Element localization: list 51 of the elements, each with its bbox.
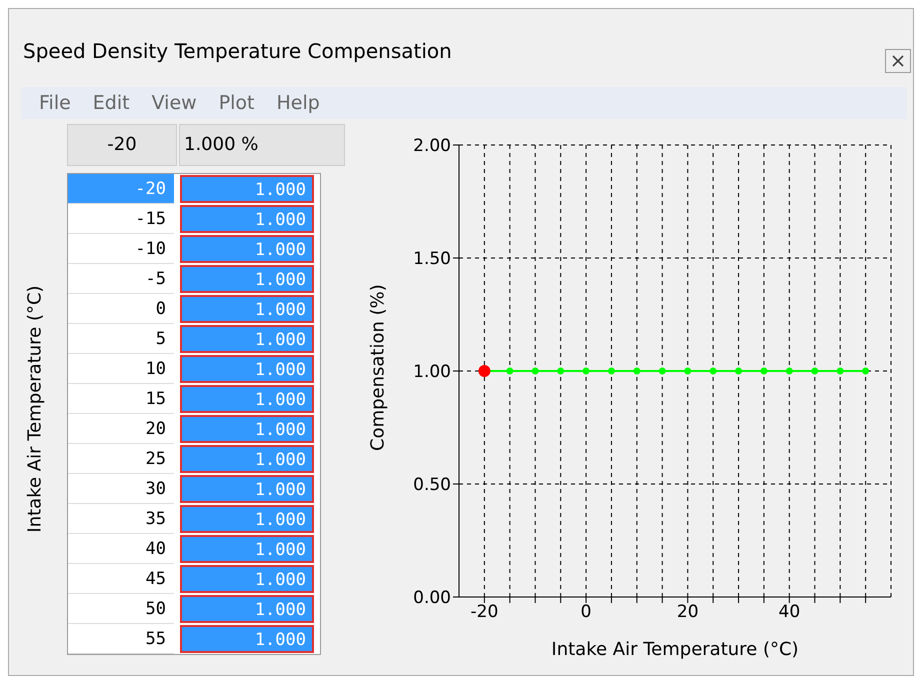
data-label: 1.000 [180, 175, 314, 203]
y-tick-label: 5 [68, 324, 174, 354]
y-tick-label: 1.50 [413, 249, 451, 270]
y-tick-label: -10 [68, 234, 174, 264]
y-tick-label: 0.00 [413, 588, 451, 608]
y-tick-label: 20 [68, 414, 174, 444]
y-tick-label: 40 [68, 534, 174, 564]
y-tick-label: 50 [68, 594, 174, 624]
y-tick-label: 10 [68, 354, 174, 384]
data-label: 1.000 [180, 325, 314, 353]
y-tick-label: 55 [68, 624, 174, 654]
y-tick-label: 35 [68, 504, 174, 534]
y-tick-label: 25 [68, 444, 174, 474]
x-tick-label: 40 [778, 602, 800, 622]
data-label: 1.000 [180, 385, 314, 413]
x-tick-label: 20 [676, 602, 699, 622]
data-label: 1.000 [180, 355, 314, 383]
text: File [39, 92, 71, 114]
y-tick-label: 0 [68, 294, 174, 324]
data-label: 1.000 [180, 445, 314, 473]
text: Plot [218, 92, 254, 114]
data-label: 1.000 [180, 415, 314, 443]
data-label: 1.000 [180, 265, 314, 293]
y-tick-label: 30 [68, 474, 174, 504]
y-tick-label: 45 [68, 564, 174, 594]
y-tick-label: -15 [68, 204, 174, 234]
text: Edit [92, 92, 130, 114]
text: View [152, 92, 197, 114]
x-axis-title: Intake Air Temperature (°C) [551, 639, 799, 660]
y-tick-label: 15 [68, 384, 174, 414]
y-tick-label: 2.00 [413, 136, 451, 156]
text: 1.000 % [179, 124, 345, 166]
x-tick-label: -20 [470, 602, 498, 622]
text: Help [276, 92, 320, 114]
data-label: 1.000 [180, 535, 314, 563]
data-label: 1.000 [180, 625, 314, 653]
data-label: 1.000 [180, 235, 314, 263]
x-tick-label: 0 [580, 602, 592, 622]
data-label: 1.000 [180, 475, 314, 503]
data-label: 1.000 [180, 595, 314, 623]
text: Speed Density Temperature Compensation [23, 39, 452, 63]
data-label: 1.000 [180, 505, 314, 533]
y-tick-label: 1.00 [413, 362, 451, 382]
y-axis-title: Compensation (%) [367, 284, 388, 451]
y-tick-label: 0.50 [413, 475, 451, 496]
y-tick-label: -20 [68, 174, 174, 204]
y-axis-title: Intake Air Temperature (°C) [24, 285, 46, 533]
data-label: 1.000 [180, 295, 314, 323]
y-tick-label: -5 [68, 264, 174, 294]
data-label: 1.000 [180, 205, 314, 233]
data-label: 1.000 [180, 565, 314, 593]
